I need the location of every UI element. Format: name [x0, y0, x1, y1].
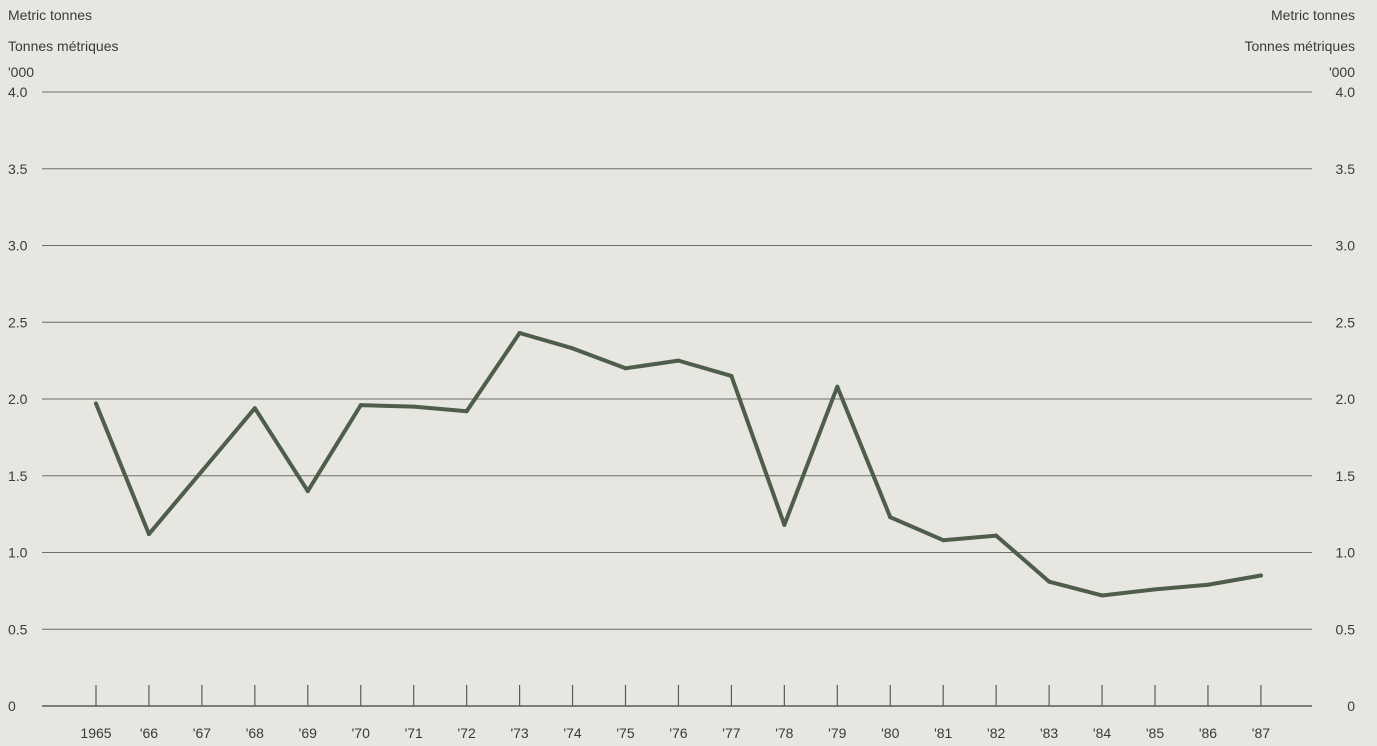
x-ticks: 1965 '66 '67 '68 '69 '70 '71 '72 '73 '74 '75 '76 '77… — [80, 685, 1270, 741]
y-tick-label-right: 1.5 — [1336, 468, 1356, 484]
data-point — [94, 401, 98, 406]
y-tick-label-right: 2.5 — [1336, 314, 1356, 330]
x-tick-label: '78 — [775, 725, 793, 741]
data-point — [888, 515, 893, 520]
data-point — [358, 403, 363, 408]
data-point — [729, 373, 734, 378]
data-point — [1258, 573, 1263, 578]
x-tick-label: '68 — [246, 725, 264, 741]
data-point — [199, 469, 204, 474]
data-point — [464, 409, 469, 414]
y-units-left-line-1: Tonnes métriques — [8, 38, 119, 54]
y-tick-label-right: 0.5 — [1336, 621, 1356, 637]
data-point — [1153, 587, 1157, 592]
y-tick-label-right: 4.0 — [1336, 84, 1356, 100]
data-point — [570, 346, 575, 351]
y-tick-label-right: 0 — [1347, 698, 1355, 714]
data-point — [782, 522, 787, 527]
x-tick-label: '70 — [352, 725, 370, 741]
y-units-right-line-0: Metric tonnes — [1271, 7, 1355, 23]
y-tick-label-left: 1.5 — [8, 468, 28, 484]
y-tick-labels-right: 0 0.5 1.0 1.5 2.0 2.5 3.0 3.5 4.0 — [1336, 84, 1356, 714]
y-axis-units-right: Metric tonnes Tonnes métriques '000 — [1244, 7, 1355, 80]
x-tick-label: '81 — [934, 725, 952, 741]
data-point — [517, 330, 522, 335]
x-tick-label: '75 — [616, 725, 634, 741]
data-point — [411, 404, 416, 409]
data-point — [1205, 582, 1210, 587]
data-point — [835, 384, 840, 389]
data-point — [1100, 593, 1105, 598]
y-tick-label-left: 0.5 — [8, 621, 28, 637]
y-tick-label-right: 1.0 — [1336, 545, 1356, 561]
x-tick-label: '74 — [563, 725, 581, 741]
x-tick-label: '84 — [1093, 725, 1111, 741]
x-tick-label: '80 — [881, 725, 899, 741]
data-point — [941, 538, 946, 543]
y-tick-label-left: 0 — [8, 698, 16, 714]
data-point — [623, 366, 628, 371]
data-point — [676, 358, 681, 363]
y-units-right-line-1: Tonnes métriques — [1244, 38, 1355, 54]
data-point — [252, 406, 257, 411]
x-tick-label: '72 — [458, 725, 476, 741]
x-tick-label: '73 — [510, 725, 528, 741]
x-tick-label: '83 — [1040, 725, 1058, 741]
data-point — [146, 532, 151, 537]
y-axis-units-left: Metric tonnes Tonnes métriques '000 — [8, 7, 119, 80]
x-tick-label: '86 — [1199, 725, 1217, 741]
y-units-right-line-2: '000 — [1329, 64, 1355, 80]
data-point — [994, 533, 999, 538]
y-tick-label-left: 4.0 — [8, 84, 28, 100]
y-units-left-line-2: '000 — [8, 64, 34, 80]
x-tick-label: '66 — [140, 725, 158, 741]
gridlines — [42, 91, 1312, 707]
x-tick-label: '79 — [828, 725, 846, 741]
series-line — [94, 330, 1263, 598]
x-tick-label: '76 — [669, 725, 687, 741]
y-tick-label-right: 2.0 — [1336, 391, 1356, 407]
y-tick-label-left: 2.5 — [8, 314, 28, 330]
x-tick-label: '85 — [1146, 725, 1164, 741]
y-tick-label-right: 3.0 — [1336, 238, 1356, 254]
y-tick-label-left: 2.0 — [8, 391, 28, 407]
y-tick-label-left: 1.0 — [8, 545, 28, 561]
x-tick-label: '67 — [193, 725, 211, 741]
x-tick-label: 1965 — [80, 725, 111, 741]
y-tick-label-left: 3.0 — [8, 238, 28, 254]
y-units-left-line-0: Metric tonnes — [8, 7, 92, 23]
x-tick-label: '82 — [987, 725, 1005, 741]
x-tick-label: '77 — [722, 725, 740, 741]
y-tick-label-right: 3.5 — [1336, 161, 1356, 177]
y-tick-labels-left: 0 0.5 1.0 1.5 2.0 2.5 3.0 3.5 4.0 — [8, 84, 28, 714]
series-group — [94, 330, 1263, 598]
data-point — [1047, 579, 1052, 584]
y-tick-label-left: 3.5 — [8, 161, 28, 177]
x-tick-label: '71 — [405, 725, 423, 741]
x-tick-label: '87 — [1252, 725, 1270, 741]
data-point — [305, 489, 310, 494]
x-tick-label: '69 — [299, 725, 317, 741]
